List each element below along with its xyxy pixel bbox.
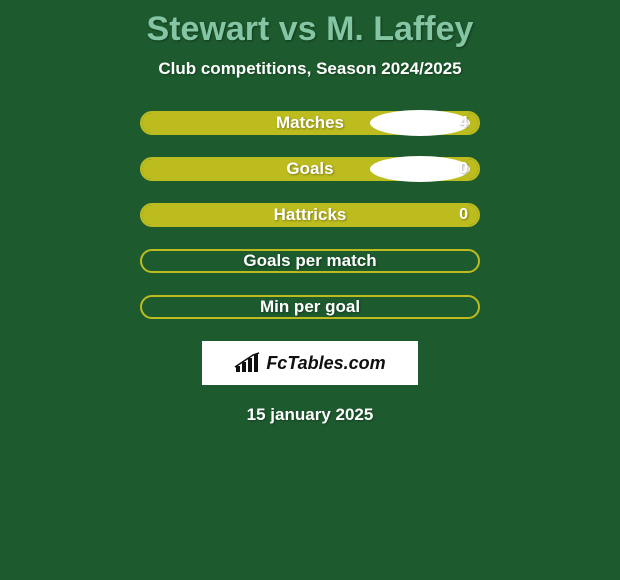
bar-chart-icon: [234, 352, 260, 374]
stat-row-label: Goals per match: [243, 251, 376, 271]
stat-row-value: 0: [459, 206, 468, 224]
logo-box: FcTables.com: [202, 341, 418, 385]
stat-row-label: Hattricks: [274, 205, 347, 225]
date-label: 15 january 2025: [0, 405, 620, 425]
stat-row-label: Min per goal: [260, 297, 360, 317]
subtitle: Club competitions, Season 2024/2025: [0, 59, 620, 79]
stat-row-value: 0: [459, 160, 468, 178]
stat-row: Min per goal: [140, 295, 480, 319]
page-title: Stewart vs M. Laffey: [0, 0, 620, 49]
stat-rows: Matches 4 Goals 0 Hattricks 0 Goals per match M…: [0, 111, 620, 319]
stat-row: Hattricks 0: [140, 203, 480, 227]
oval-icon: [370, 110, 470, 136]
stat-row-label: Goals: [286, 159, 333, 179]
oval-icon: [370, 156, 470, 182]
comparison-infographic: Stewart vs M. Laffey Club competitions, …: [0, 0, 620, 580]
stat-row-value: 4: [459, 114, 468, 132]
stat-row-label: Matches: [276, 113, 344, 133]
logo-text: FcTables.com: [266, 353, 385, 374]
stat-row: Goals per match: [140, 249, 480, 273]
